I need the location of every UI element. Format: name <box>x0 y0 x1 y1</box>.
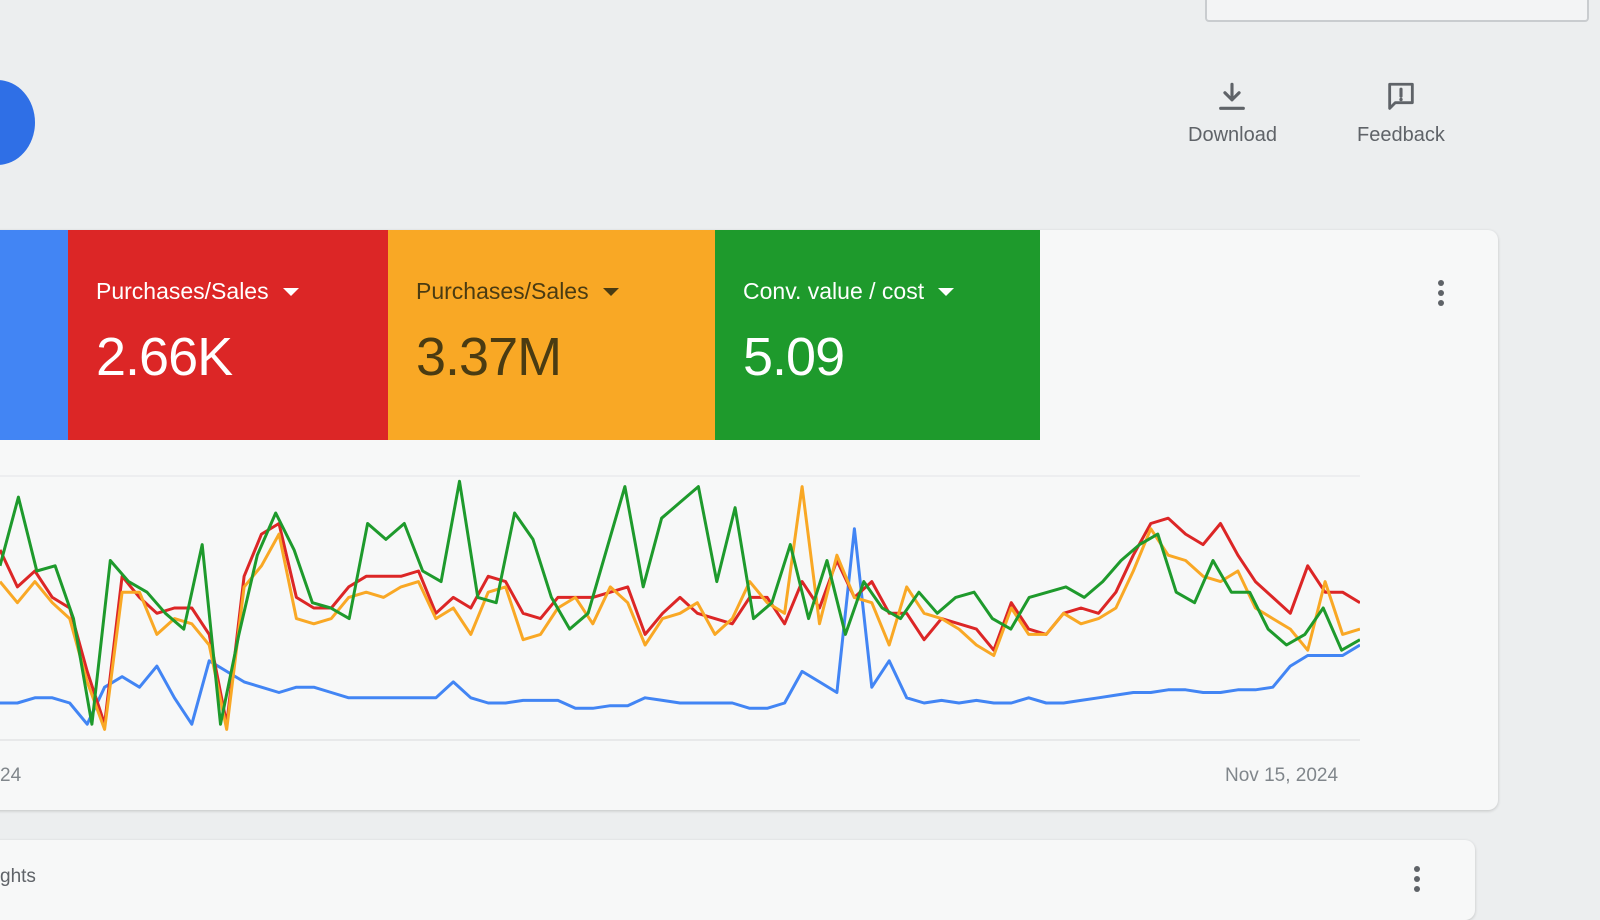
feedback-label: Feedback <box>1357 124 1445 146</box>
blue-circle-element[interactable] <box>0 80 35 165</box>
metric-selector[interactable]: Conv. value / cost <box>743 278 955 305</box>
scorecard-purchases-sales-1[interactable]: Purchases/Sales 2.66K <box>68 230 388 440</box>
metric-label: Conv. value / cost <box>743 278 925 304</box>
date-range-field[interactable] <box>1205 0 1589 22</box>
download-icon <box>1219 82 1246 110</box>
feedback-icon <box>1388 82 1414 110</box>
series-line-2 <box>0 485 1360 731</box>
metric-value: 3.37M <box>416 327 562 387</box>
insights-more-options-icon[interactable] <box>1413 866 1421 892</box>
metric-value: 5.09 <box>743 327 845 387</box>
x-axis-start-label: 24 <box>0 765 22 786</box>
scorecard-blue[interactable] <box>0 230 68 440</box>
metric-selector[interactable]: Purchases/Sales <box>96 278 299 305</box>
metric-label: Purchases/Sales <box>96 278 269 304</box>
chart-more-options-icon[interactable] <box>1437 280 1445 306</box>
insights-card-title: ghts <box>0 866 36 887</box>
series-line-0 <box>0 527 1360 726</box>
dropdown-caret-icon <box>282 287 299 296</box>
download-button[interactable]: Download <box>1188 80 1277 147</box>
metric-selector[interactable]: Purchases/Sales <box>416 278 619 305</box>
scorecard-conv-value-cost[interactable]: Conv. value / cost 5.09 <box>715 230 1040 440</box>
download-label: Download <box>1188 124 1277 146</box>
scorecard-purchases-sales-2[interactable]: Purchases/Sales 3.37M <box>388 230 715 440</box>
insights-card <box>0 840 1475 920</box>
series-line-3 <box>0 479 1360 726</box>
dropdown-caret-icon <box>602 287 619 296</box>
line-chart <box>0 475 1360 741</box>
x-axis-end-label: Nov 15, 2024 <box>1225 765 1339 786</box>
dropdown-caret-icon <box>938 287 955 296</box>
metric-label: Purchases/Sales <box>416 278 589 304</box>
metric-value: 2.66K <box>96 327 233 387</box>
feedback-button[interactable]: Feedback <box>1357 80 1445 147</box>
